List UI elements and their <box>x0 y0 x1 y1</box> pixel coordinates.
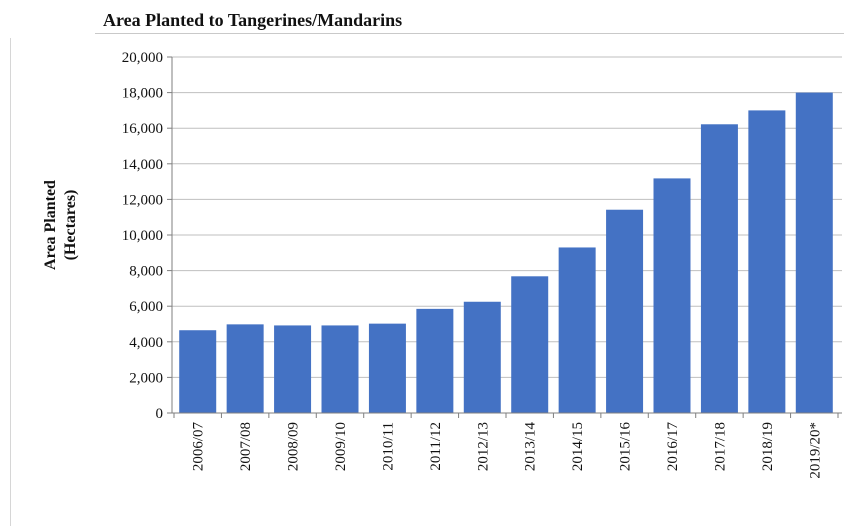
bar <box>700 124 738 413</box>
y-axis-label-line-2: (Hectares) <box>62 190 79 261</box>
x-tick-label: 2019/20* <box>807 422 823 479</box>
bar <box>606 209 644 413</box>
title-underline <box>95 33 844 34</box>
x-tick-label: 2008/09 <box>286 422 302 471</box>
y-tick-label: 0 <box>156 406 164 422</box>
y-tick-label: 14,000 <box>122 157 163 173</box>
y-tick-label: 2,000 <box>129 370 163 386</box>
y-tick-label: 18,000 <box>122 86 163 102</box>
bar <box>511 276 549 413</box>
y-tick-label: 8,000 <box>129 264 163 280</box>
x-tick-label: 2010/11 <box>380 422 396 471</box>
bars <box>179 92 833 414</box>
bar <box>653 178 691 413</box>
x-tick-label: 2018/19 <box>760 422 776 471</box>
bar <box>226 324 264 413</box>
x-tick-label: 2015/16 <box>618 422 634 472</box>
chart-title: Area Planted to Tangerines/Mandarins <box>103 10 403 30</box>
bar <box>179 330 217 413</box>
bar <box>368 323 406 413</box>
x-tick-label: 2013/14 <box>523 422 539 472</box>
x-axis-ticks: 2006/07 2007/08 2008/09 2009/10 2010/11 2011/… <box>173 413 839 479</box>
x-tick-label: 2017/18 <box>712 422 728 471</box>
bar <box>795 92 833 413</box>
y-axis-ticks: 0 2,000 4,000 6,000 8,000 10,000 12,000 14,000 1… <box>122 50 172 422</box>
x-tick-label: 2007/08 <box>238 422 254 471</box>
y-tick-label: 6,000 <box>129 299 163 315</box>
x-tick-label: 2014/15 <box>570 422 586 471</box>
bar <box>416 308 454 413</box>
bar <box>748 110 786 414</box>
y-tick-label: 20,000 <box>122 50 163 66</box>
bar <box>274 325 312 413</box>
bar <box>558 247 596 413</box>
page-left-border <box>10 38 11 526</box>
gridlines <box>172 56 842 378</box>
x-tick-label: 2011/12 <box>428 422 444 471</box>
x-tick-label: 2012/13 <box>475 422 491 471</box>
y-axis-label-line-1: Area Planted <box>42 180 59 270</box>
x-tick-label: 2016/17 <box>665 422 681 472</box>
x-tick-label: 2006/07 <box>191 422 207 472</box>
x-tick-label: 2009/10 <box>333 422 349 471</box>
bar <box>463 301 501 413</box>
y-tick-label: 10,000 <box>122 228 163 244</box>
bar <box>321 325 359 413</box>
y-tick-label: 16,000 <box>122 121 163 137</box>
y-tick-label: 4,000 <box>129 335 163 351</box>
y-tick-label: 12,000 <box>122 192 163 208</box>
